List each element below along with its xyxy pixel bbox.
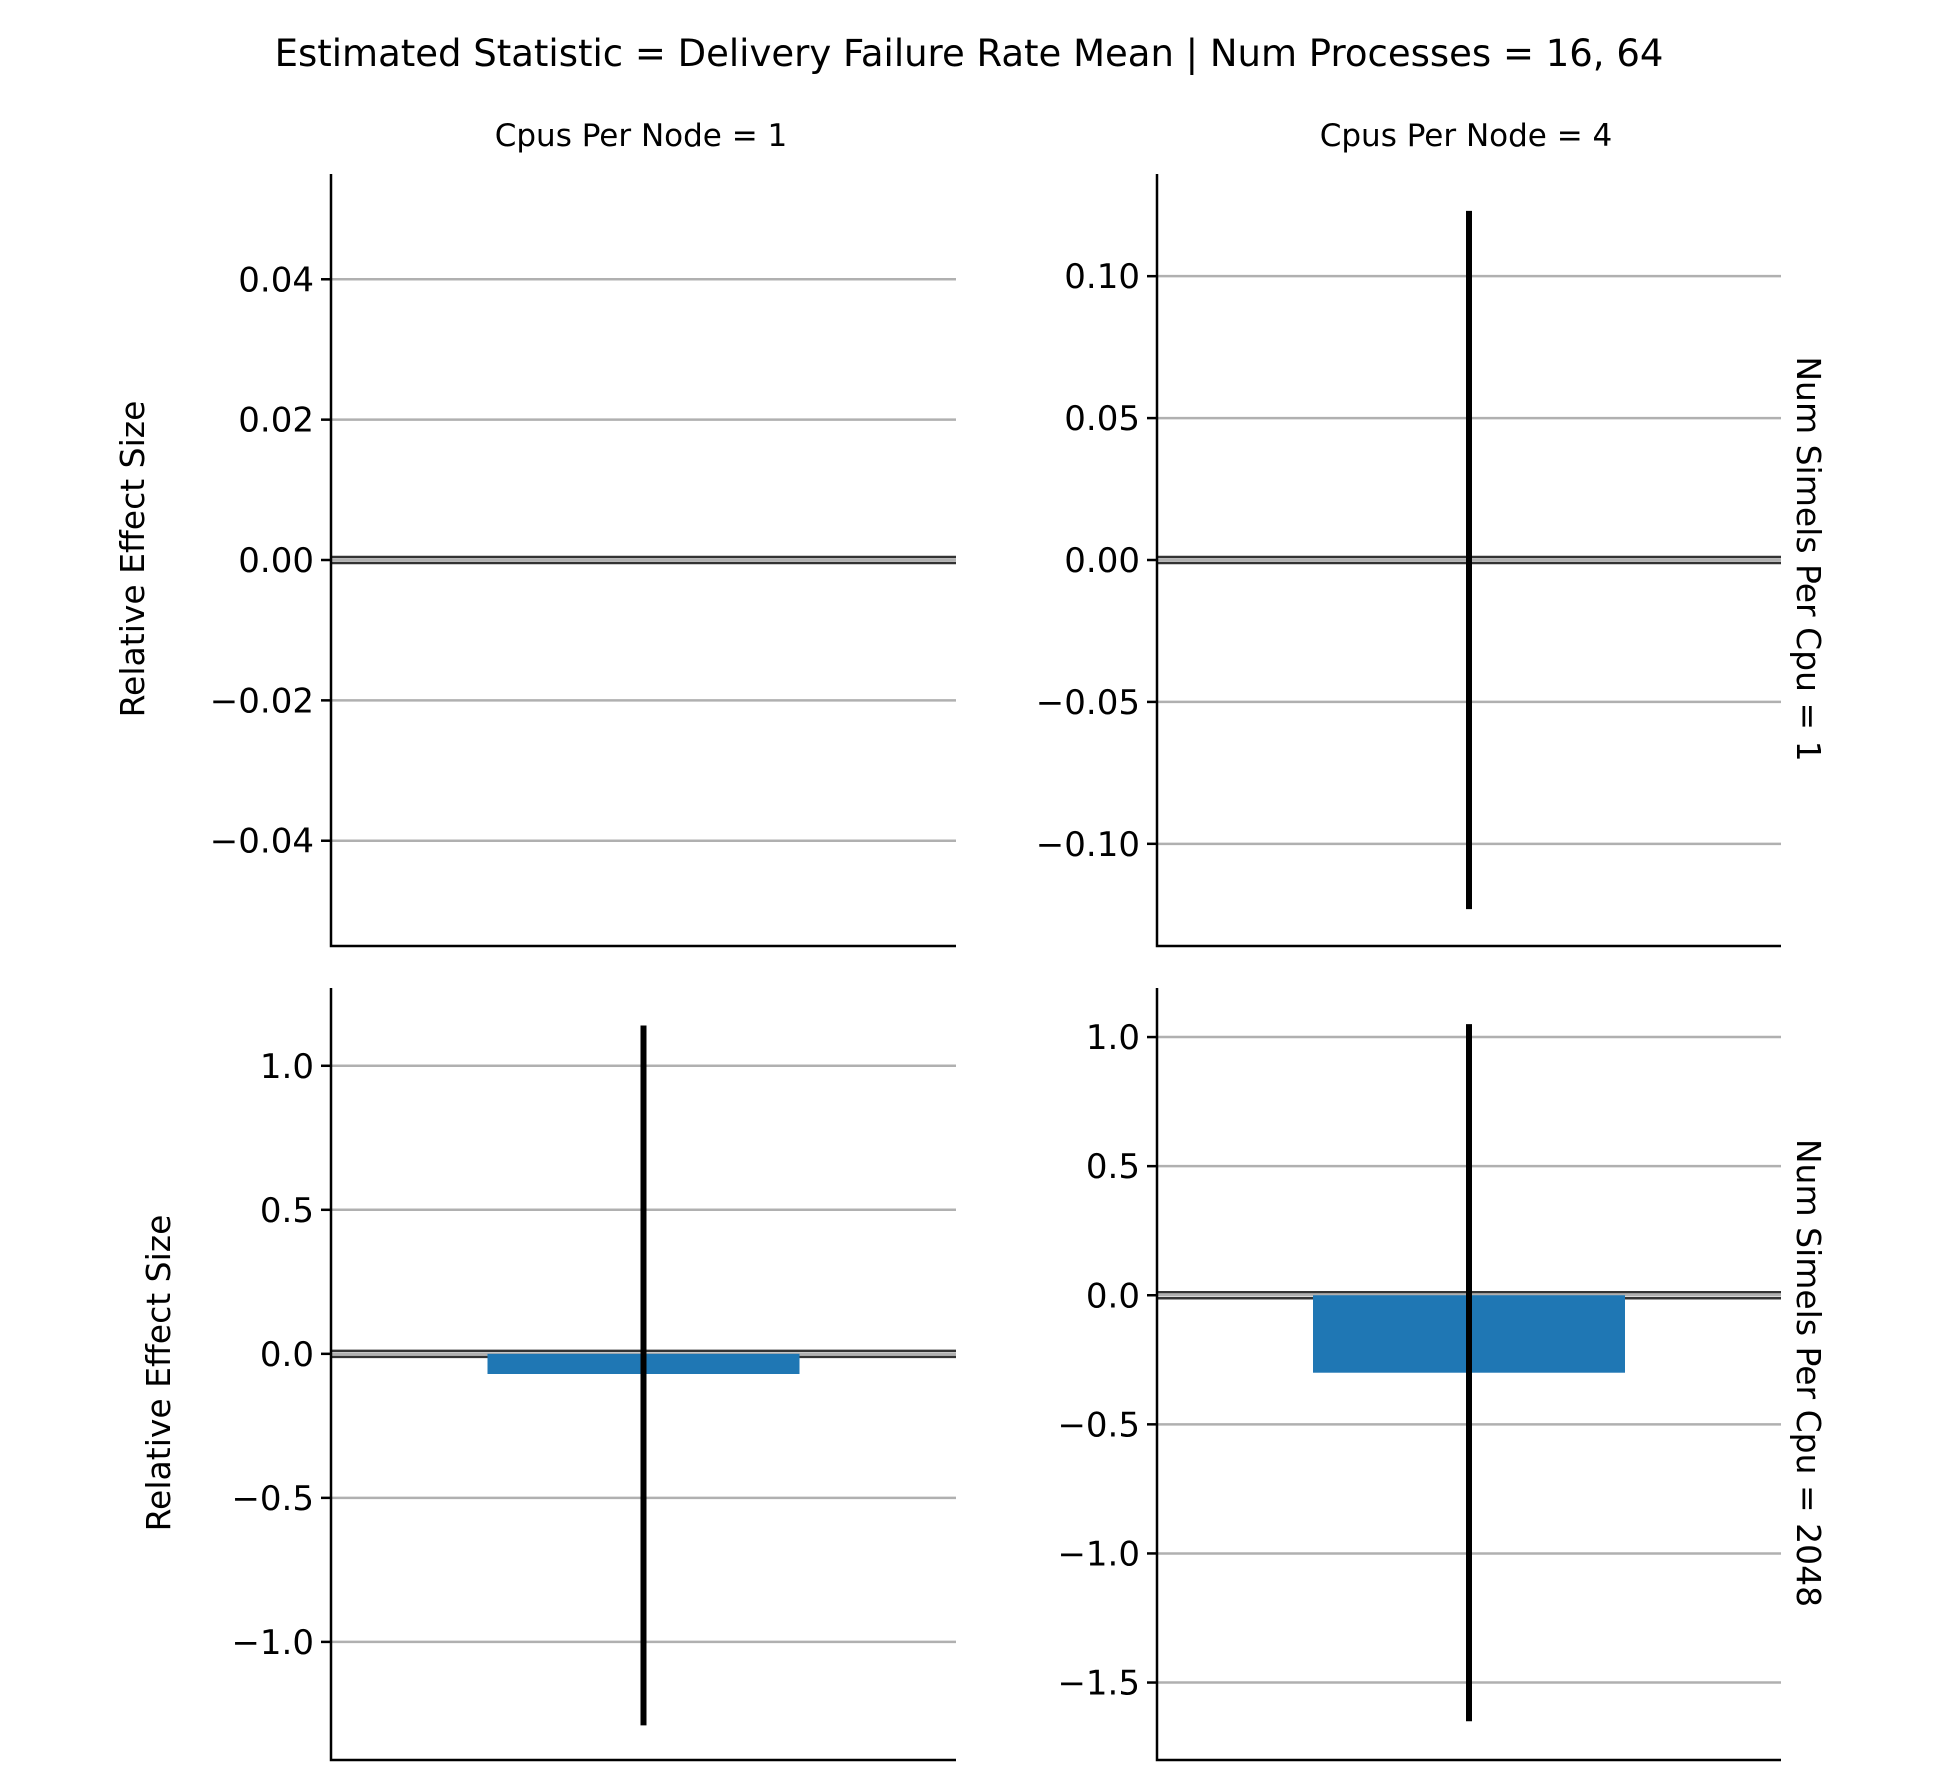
axis-spine: [1155, 988, 1781, 1762]
y-tick-label: 0.02: [238, 401, 314, 441]
axis-spine: [329, 988, 956, 1762]
y-axis-label-row-1: Relative Effect Size: [113, 401, 152, 718]
axis-spine: [1155, 174, 1781, 948]
y-tick-label: −1.0: [231, 1623, 314, 1663]
panel-cpus4-simels1: −0.10 −0.05 0.00 0.05 0.10: [1036, 174, 1781, 948]
y-tick-label: −1.5: [1057, 1664, 1140, 1704]
row-label-num-simels-1: Num Simels Per Cpu = 1: [1789, 356, 1828, 761]
y-tick-label: 0.10: [1064, 257, 1140, 297]
y-tick-label: 1.0: [260, 1047, 314, 1087]
y-tick-label: 0.05: [1064, 399, 1140, 439]
chart-title: Estimated Statistic = Delivery Failure R…: [275, 32, 1664, 75]
y-tick-label: −0.04: [210, 822, 314, 862]
panel-cpus4-simels2048: −1.5 −1.0 −0.5 0.0 0.5 1.0: [1057, 988, 1781, 1762]
panel-cpus1-simels2048: −1.0 −0.5 0.0 0.5 1.0: [231, 988, 956, 1762]
y-tick-label: 0.5: [260, 1191, 314, 1231]
y-tick-label: −1.0: [1057, 1534, 1140, 1574]
axis-spine: [329, 174, 956, 948]
y-axis-label-row-2: Relative Effect Size: [139, 1215, 178, 1532]
y-tick-label: −0.10: [1036, 825, 1140, 865]
y-tick-label: 0.0: [1086, 1276, 1140, 1316]
y-tick-label: 0.0: [260, 1335, 314, 1375]
y-tick-label: −0.05: [1036, 683, 1140, 723]
y-tick-label: 0.00: [238, 541, 314, 581]
y-tick-label: 0.5: [1086, 1147, 1140, 1187]
column-title-cpus-per-node-1: Cpus Per Node = 1: [495, 118, 788, 154]
y-tick-label: 0.00: [1064, 541, 1140, 581]
y-tick-label: −0.5: [231, 1479, 314, 1519]
panel-cpus1-simels1: −0.04 −0.02 0.00 0.02 0.04: [210, 174, 956, 948]
row-label-num-simels-2048: Num Simels Per Cpu = 2048: [1789, 1139, 1828, 1607]
y-tick-label: −0.02: [210, 681, 314, 721]
y-tick-label: 1.0: [1086, 1018, 1140, 1058]
y-tick-label: −0.5: [1057, 1405, 1140, 1445]
column-title-cpus-per-node-4: Cpus Per Node = 4: [1320, 118, 1613, 154]
y-tick-label: 0.04: [238, 260, 314, 300]
